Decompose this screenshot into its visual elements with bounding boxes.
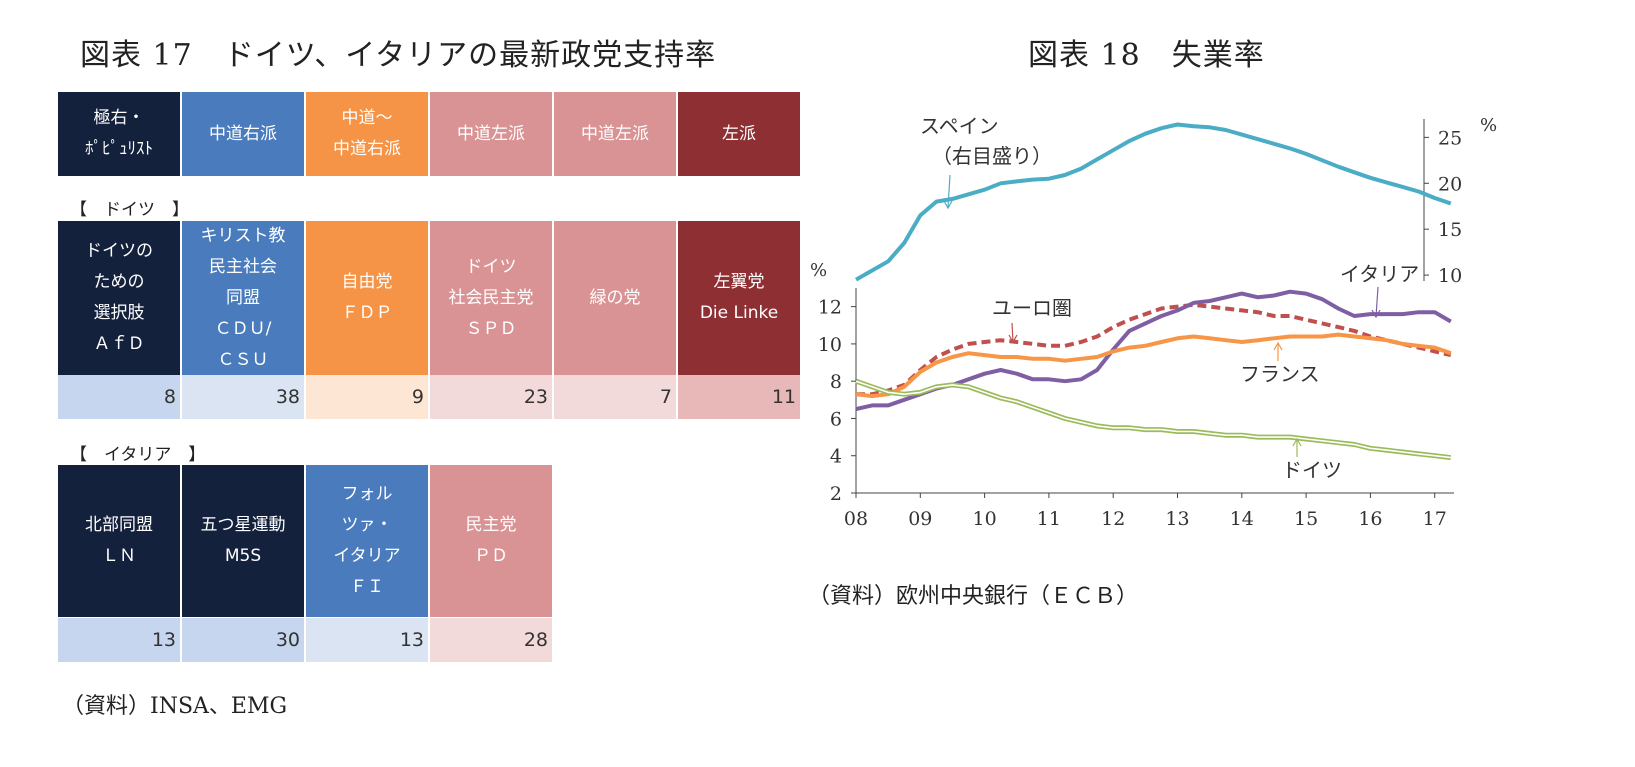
series-label-ドイツ: ドイツ xyxy=(1282,458,1342,482)
support-rate-value: 13 xyxy=(58,618,180,662)
figure17-title: 図表 17 ドイツ、イタリアの最新政党支持率 xyxy=(80,38,717,73)
orientation-header-cell: 左派 xyxy=(678,92,800,176)
italy-value-row: 13 30 13 28 xyxy=(58,618,554,662)
left-axis-tick-label: 4 xyxy=(830,446,842,468)
support-rate-value: 13 xyxy=(306,618,428,662)
annotation-leader-スペイン xyxy=(947,174,951,209)
x-axis-tick-label: 12 xyxy=(1101,508,1125,530)
annotation-arrowhead-スペイン xyxy=(943,200,953,210)
orientation-header-cell: 中道左派 xyxy=(430,92,552,176)
italy-party-cell: フォル ツァ・ イタリア ＦＩ xyxy=(306,465,428,617)
annotation-arrowhead-イタリア xyxy=(1371,309,1381,319)
support-rate-value: 38 xyxy=(182,375,304,419)
figure18-title: 図表 18 失業率 xyxy=(1028,38,1265,73)
left-axis-tick-label: 6 xyxy=(830,408,842,430)
right-axis-tick-label: 15 xyxy=(1438,219,1462,241)
right-axis-tick-label: 20 xyxy=(1438,173,1462,195)
annotation-leader-ユーロ圏 xyxy=(1011,322,1014,343)
series-line-ユーロ圏 xyxy=(856,302,1452,397)
germany-party-cell: 左翼党 Die Linke xyxy=(678,221,800,375)
orientation-header-row: 極右・ ﾎﾟﾋﾟｭﾘｽﾄ 中道右派 中道～ 中道右派 中道左派 中道左派 左派 xyxy=(58,92,802,176)
orientation-header-cell: 極右・ ﾎﾟﾋﾟｭﾘｽﾄ xyxy=(58,92,180,176)
annotation-arrowhead-ユーロ圏 xyxy=(1008,334,1018,344)
x-axis-tick-label: 10 xyxy=(973,508,997,530)
annotation-arrowhead-フランス xyxy=(1273,341,1283,351)
italy-party-cell: 五つ星運動 M5S xyxy=(182,465,304,617)
germany-value-row: 8 38 9 23 7 11 xyxy=(58,375,802,419)
x-axis-tick-label: 17 xyxy=(1423,508,1447,530)
support-rate-value: 11 xyxy=(678,375,800,419)
annotation-arrowhead-ドイツ xyxy=(1292,437,1302,447)
left-axis-tick-label: 10 xyxy=(818,334,842,356)
support-rate-value: 8 xyxy=(58,375,180,419)
left-axis-tick-label: 2 xyxy=(830,483,842,505)
series-label-スペイン: スペイン xyxy=(920,114,999,138)
italy-party-cell: 民主党 ＰＤ xyxy=(430,465,552,617)
orientation-header-cell: 中道左派 xyxy=(554,92,676,176)
series-label-イタリア: イタリア xyxy=(1340,262,1419,286)
support-rate-value: 30 xyxy=(182,618,304,662)
series-line-フランス xyxy=(855,332,1452,399)
left-axis-tick-label: 8 xyxy=(830,371,842,393)
italy-party-row: 北部同盟 ＬＮ 五つ星運動 M5S フォル ツァ・ イタリア ＦＩ 民主党 ＰＤ xyxy=(58,465,554,617)
germany-section-label: 【 ドイツ 】 xyxy=(70,200,189,220)
germany-party-cell: キリスト教 民主社会 同盟 ＣＤＵ/ ＣＳＵ xyxy=(182,221,304,375)
x-axis-tick-label: 11 xyxy=(1037,508,1061,530)
support-rate-value: 28 xyxy=(430,618,552,662)
germany-party-row: ドイツの ための 選択肢 ＡｆＤ キリスト教 民主社会 同盟 ＣＤＵ/ ＣＳＵ 自由… xyxy=(58,221,802,375)
left-axis-tick-label: 12 xyxy=(818,297,842,319)
germany-party-cell: ドイツの ための 選択肢 ＡｆＤ xyxy=(58,221,180,375)
orientation-header-cell: 中道～ 中道右派 xyxy=(306,92,428,176)
germany-party-cell: ドイツ 社会民主党 ＳＰＤ xyxy=(430,221,552,375)
x-axis-tick-label: 08 xyxy=(844,508,868,530)
italy-section-label: 【 イタリア 】 xyxy=(70,445,206,465)
orientation-header-cell: 中道右派 xyxy=(182,92,304,176)
series-label-スペイン: （右目盛り） xyxy=(932,144,1052,168)
series-label-フランス: フランス xyxy=(1240,362,1320,386)
support-rate-value: 23 xyxy=(430,375,552,419)
unemployment-chart: % 2 4 6 8 10 12% 10 15 20 25 08 09 10 11 12 13 14 15 16 17 スペ… xyxy=(810,114,1497,530)
italy-party-cell: 北部同盟 ＬＮ xyxy=(58,465,180,617)
right-axis-tick-label: 10 xyxy=(1438,265,1462,287)
series-label-ユーロ圏: ユーロ圏 xyxy=(992,296,1072,320)
series-line-スペイン xyxy=(855,122,1452,282)
support-rate-value: 7 xyxy=(554,375,676,419)
right-axis-unit: % xyxy=(1480,115,1497,136)
figure18-source: （資料）欧州中央銀行（ＥＣＢ） xyxy=(808,584,1139,609)
x-axis-tick-label: 14 xyxy=(1230,508,1254,530)
x-axis-tick-label: 15 xyxy=(1294,508,1318,530)
x-axis-tick-label: 13 xyxy=(1165,508,1189,530)
right-axis-tick-label: 25 xyxy=(1438,127,1462,149)
figure17-source: （資料）INSA、EMG xyxy=(62,694,288,719)
x-axis-tick-label: 16 xyxy=(1358,508,1382,530)
support-rate-value: 9 xyxy=(306,375,428,419)
series-line-ドイツ-inner xyxy=(855,380,1451,459)
x-axis-tick-label: 09 xyxy=(908,508,932,530)
annotation-leader-イタリア xyxy=(1375,286,1379,318)
left-axis-unit: % xyxy=(810,260,827,281)
series-line-イタリア xyxy=(855,289,1452,412)
germany-party-cell: 自由党 ＦＤＰ xyxy=(306,221,428,375)
germany-party-cell: 緑の党 xyxy=(554,221,676,375)
